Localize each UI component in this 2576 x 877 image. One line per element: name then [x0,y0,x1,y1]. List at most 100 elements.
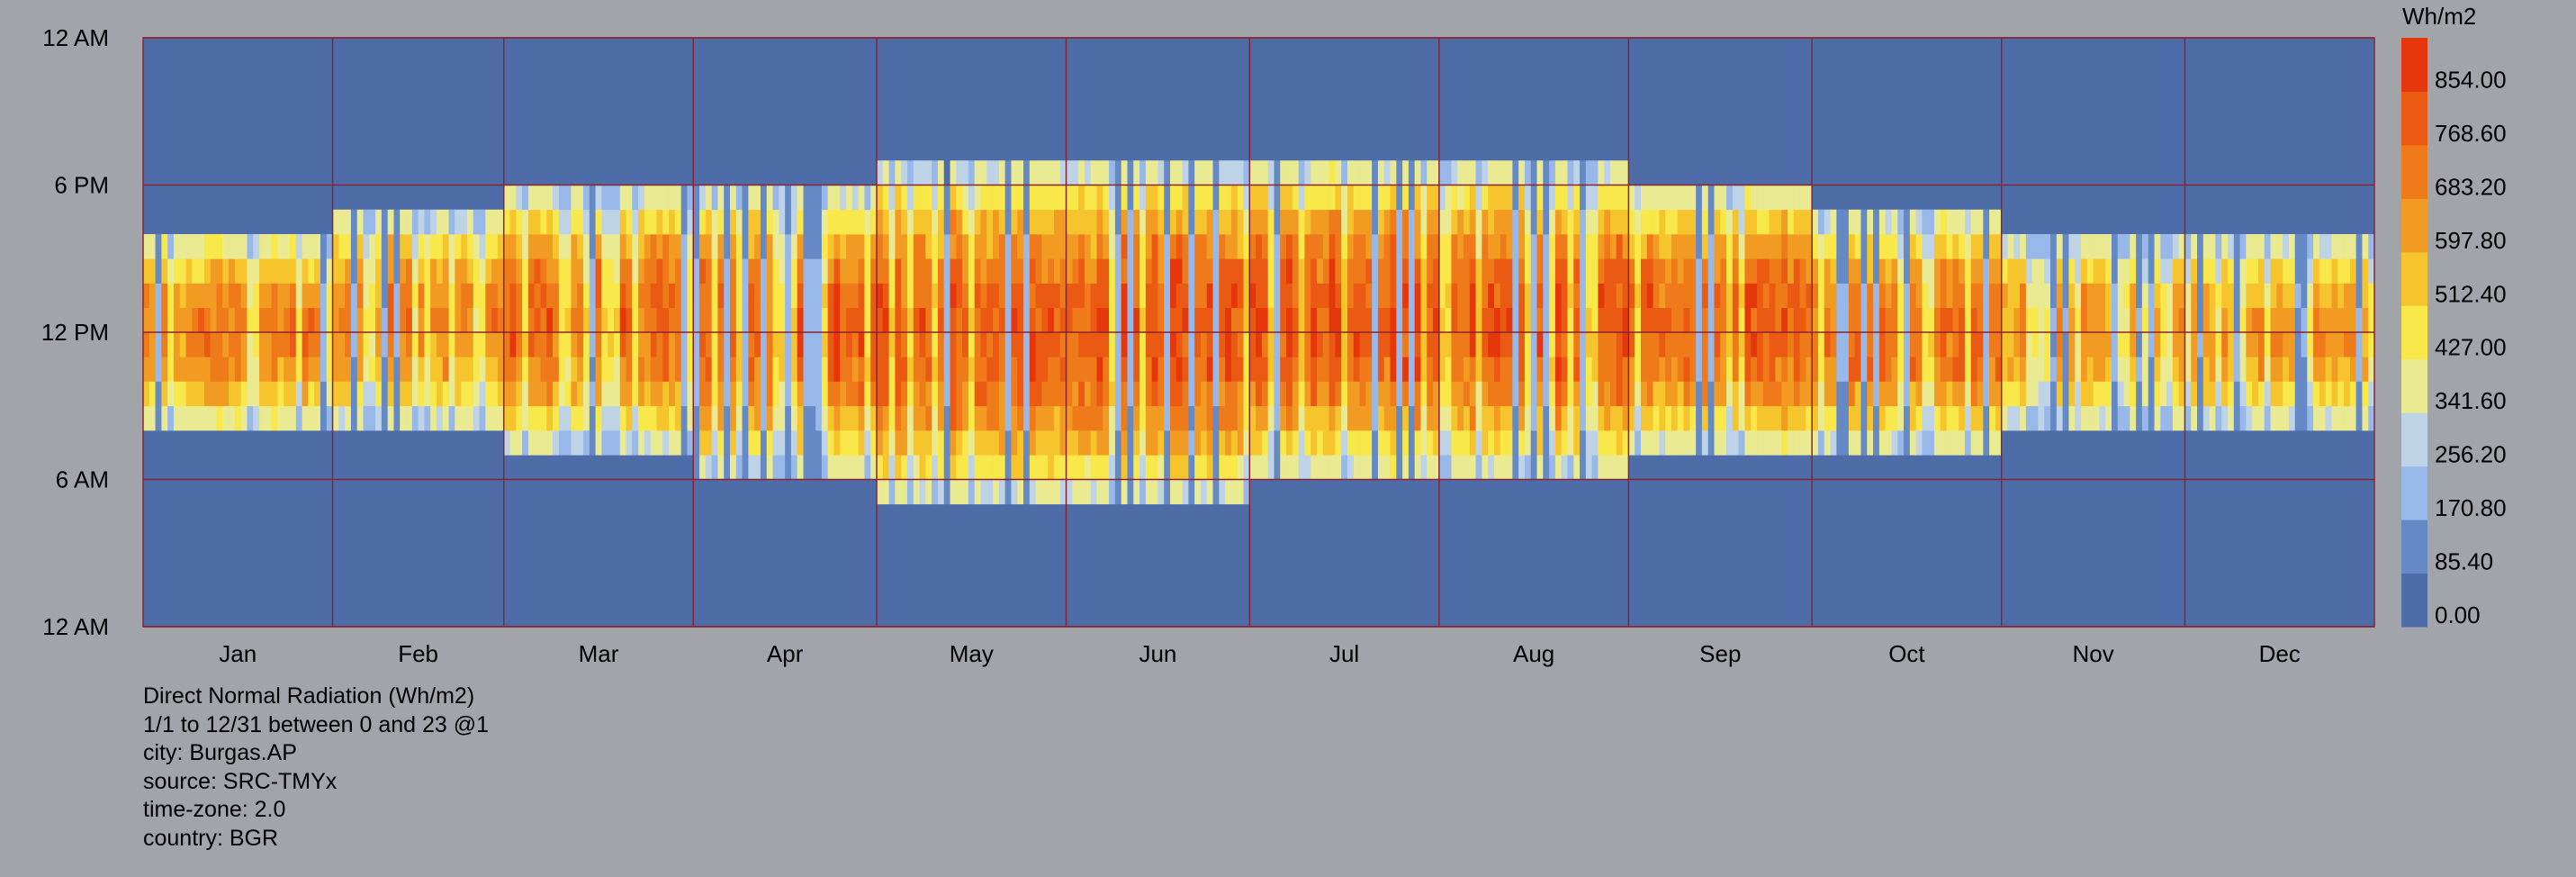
heatmap-cell [1311,185,1318,211]
heatmap-cell [1011,258,1018,284]
heatmap-cell [1598,332,1605,357]
heatmap-cell [356,258,364,284]
heatmap-cell [1261,455,1269,480]
heatmap-cell [613,283,621,309]
heatmap-cell [785,357,792,382]
heatmap-cell [699,185,707,211]
heatmap-cell [1769,405,1776,431]
heatmap-cell [711,455,718,480]
heatmap-cell [1940,381,1947,407]
heatmap-cell [2178,332,2185,357]
heatmap-cell [858,357,865,382]
heatmap-cell [1536,283,1544,309]
heatmap-cell [888,357,896,382]
heatmap-cell [809,283,816,309]
heatmap-cell [1023,357,1031,382]
heatmap-cell [1298,185,1305,211]
heatmap-cell [363,307,370,333]
heatmap-cell [1029,185,1036,211]
heatmap-cell [314,381,321,407]
heatmap-cell [1445,185,1452,211]
heatmap-cell [320,405,328,431]
heatmap-cell [1653,430,1660,456]
heatmap-cell [1622,209,1629,235]
heatmap-cell [748,234,755,259]
heatmap-cell [2337,258,2345,284]
heatmap-cell [516,234,523,259]
heatmap-cell [1249,307,1256,333]
heatmap-cell [870,307,878,333]
heatmap-cell [1114,479,1122,505]
heatmap-cell [846,209,853,235]
heatmap-cell [473,234,480,259]
heatmap-cell [1372,307,1379,333]
heatmap-cell [1433,405,1440,431]
heatmap-cell [1787,234,1795,259]
heatmap-cell [1635,332,1642,357]
heatmap-cell [1298,332,1305,357]
heatmap-cell [1940,357,1947,382]
heatmap-cell [1212,479,1220,505]
heatmap-cell [882,234,889,259]
heatmap-cell [571,258,578,284]
heatmap-cell [1103,234,1110,259]
heatmap-cell [1591,405,1599,431]
heatmap-cell [1457,455,1464,480]
heatmap-cell [1408,234,1416,259]
heatmap-cell [2294,357,2301,382]
heatmap-cell [1543,258,1550,284]
heatmap-cell [527,357,536,382]
heatmap-cell [1377,430,1385,456]
heatmap-cell [1812,332,1819,357]
heatmap-cell [1433,307,1440,333]
heatmap-cell [1249,160,1256,185]
x-tick-label: Dec [2259,640,2301,667]
heatmap-cell [1817,357,1825,382]
heatmap-cell [1959,357,1966,382]
heatmap-cell [1029,307,1036,333]
heatmap-cell [1109,283,1116,309]
heatmap-cell [919,479,926,505]
heatmap-cell [1995,381,2003,407]
heatmap-cell [754,357,761,382]
heatmap-cell [1701,283,1709,309]
heatmap-cell [161,234,168,259]
heatmap-cell [491,234,499,259]
heatmap-cell [2368,307,2375,333]
heatmap-cell [1243,160,1250,185]
heatmap-cell [1659,381,1666,407]
heatmap-cell [1751,258,1758,284]
heatmap-cell [1720,209,1727,235]
heatmap-cell [149,234,156,259]
heatmap-cell [1696,307,1703,333]
heatmap-cell [2331,405,2338,431]
heatmap-cell [833,332,841,357]
heatmap-cell [932,479,939,505]
heatmap-cell [1078,185,1085,211]
heatmap-cell [448,332,455,357]
heatmap-cell [393,381,401,407]
heatmap-cell [1738,357,1745,382]
heatmap-cell [1035,209,1042,235]
heatmap-cell [1304,234,1311,259]
heatmap-cell [2154,307,2161,333]
heatmap-cell [1677,185,1684,211]
heatmap-cell [870,357,878,382]
heatmap-cell [1848,405,1856,431]
info-city: city: Burgas.AP [143,740,297,765]
heatmap-cell [1689,405,1697,431]
heatmap-cell [259,307,266,333]
heatmap-cell [760,234,768,259]
heatmap-cell [1029,405,1036,431]
heatmap-cell [1909,283,1916,309]
heatmap-cell [1194,405,1202,431]
heatmap-cell [760,405,768,431]
heatmap-cell [1347,381,1355,407]
heatmap-cell [1017,258,1024,284]
heatmap-cell [1145,332,1152,357]
heatmap-cell [1909,405,1916,431]
heatmap-cell [411,209,419,235]
heatmap-cell [2123,283,2130,309]
heatmap-cell [1585,258,1592,284]
heatmap-cell [1035,381,1042,407]
